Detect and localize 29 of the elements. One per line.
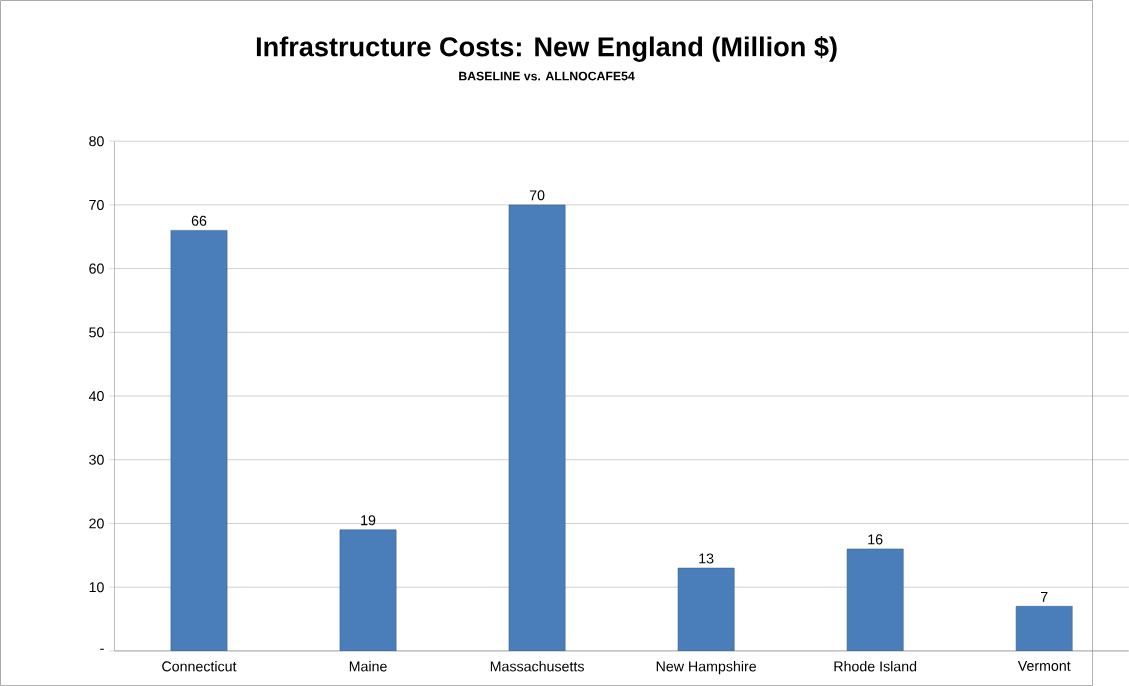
y-tick-label: -	[100, 648, 104, 650]
y-tick-label: 40	[88, 390, 104, 402]
data-label: 70	[529, 190, 545, 201]
x-tick-label: New Hampshire	[656, 660, 757, 675]
data-label: 13	[699, 553, 714, 564]
bar	[1015, 605, 1073, 651]
data-label: 16	[868, 534, 883, 545]
y-tick-label: 50	[89, 327, 104, 338]
y-tick-label: 70	[89, 199, 104, 210]
bar	[508, 204, 566, 651]
bar	[846, 548, 904, 651]
bar	[677, 567, 735, 651]
y-tick-label: 10	[89, 582, 104, 593]
y-tick-label: 20	[89, 518, 104, 529]
chart-title: Infrastructure Costs: New England (Million $)	[256, 35, 837, 62]
x-tick-label: Vermont	[1017, 660, 1071, 671]
data-label: 19	[361, 515, 376, 526]
x-tick-label: Rhode Island	[834, 660, 917, 672]
chart-subtitle: BASELINE vs. ALLNOCAFE54	[459, 71, 635, 81]
x-tick-label: Maine	[349, 660, 387, 672]
data-label: 7	[1041, 591, 1048, 602]
data-label: 66	[191, 215, 207, 226]
bar	[170, 230, 228, 651]
y-tick-label: 60	[89, 263, 104, 274]
x-tick-label: Massachusetts	[490, 660, 584, 672]
y-tick-label: 80	[89, 136, 104, 147]
y-tick-label: 30	[89, 454, 104, 465]
x-tick-label: Connecticut	[162, 660, 237, 672]
bar	[339, 529, 397, 651]
